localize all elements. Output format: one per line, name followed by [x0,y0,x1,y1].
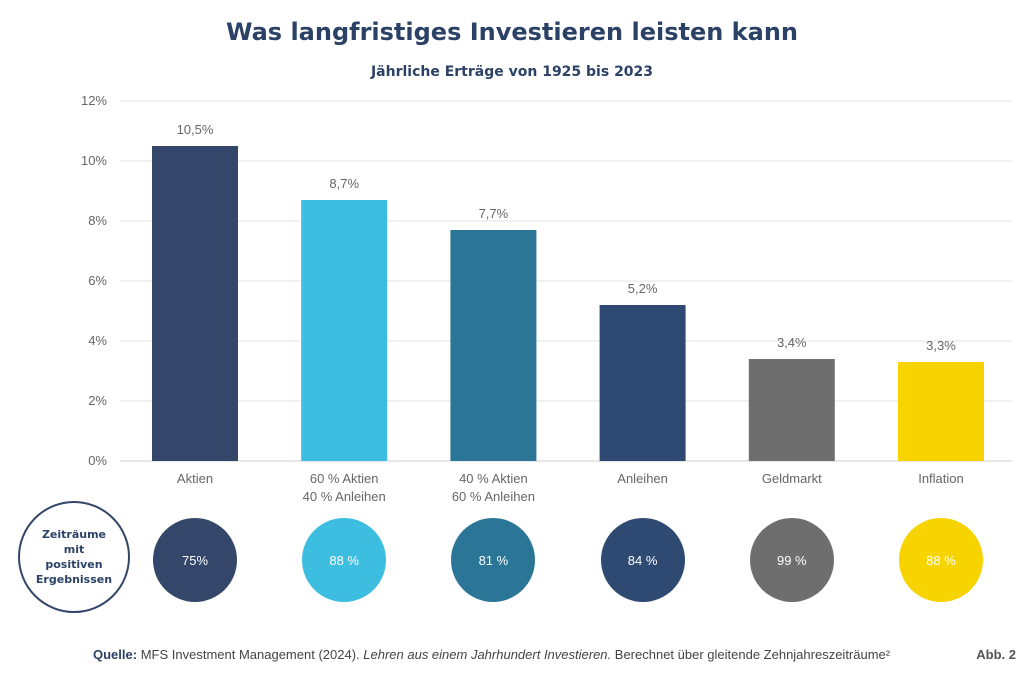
x-tick-label: 40 % Anleihen [303,489,386,504]
y-tick-label: 4% [88,333,107,348]
x-tick-label: 60 % Anleihen [452,489,535,504]
positive-periods-label: Zeiträume mit positiven Ergebnissen [18,501,130,613]
y-tick-label: 0% [88,453,107,468]
bar [898,362,984,461]
source-text: MFS Investment Management (2024). [140,647,360,662]
x-tick-label: Inflation [918,471,964,486]
data-label: 8,7% [329,176,359,191]
data-label: 10,5% [177,122,214,137]
data-label: 5,2% [628,281,658,296]
x-tick-label: 60 % Aktien [310,471,379,486]
bar [599,305,686,461]
positive-period-circle: 88 % [302,518,387,602]
y-tick-label: 8% [88,213,107,228]
positive-period-circle: 75% [153,518,237,602]
figure-number: Abb. 2 [976,647,1016,662]
bar [152,146,238,461]
source-label: Quelle: [93,647,138,662]
chart-title: Was langfristiges Investieren leisten ka… [225,18,798,46]
positive-period-circle: 88 % [899,518,983,602]
source-rest: Berechnet über gleitende Zehnjahreszeitr… [614,647,891,662]
x-tick-label: 40 % Aktien [459,471,528,486]
y-tick-label: 2% [88,393,107,408]
positive-period-circle: 84 % [600,518,685,602]
y-tick-label: 10% [81,153,107,168]
positive-period-circle: 99 % [749,518,834,602]
y-tick-label: 12% [81,93,107,108]
y-tick-label: 6% [88,273,107,288]
bar [748,359,835,461]
x-tick-label: Anleihen [617,471,668,486]
x-tick-label: Aktien [177,471,213,486]
source-note: Quelle: MFS Investment Management (2024)… [93,647,890,662]
bar [450,230,537,461]
chart-subtitle: Jährliche Erträge von 1925 bis 2023 [370,64,654,80]
data-label: 7,7% [479,206,509,221]
source-italic: Lehren aus einem Jahrhundert Investieren… [363,647,612,662]
x-tick-label: Geldmarkt [762,471,822,486]
positive-period-circle: 81 % [451,518,536,602]
bar [301,200,388,461]
data-label: 3,4% [777,335,807,350]
data-label: 3,3% [926,338,956,353]
